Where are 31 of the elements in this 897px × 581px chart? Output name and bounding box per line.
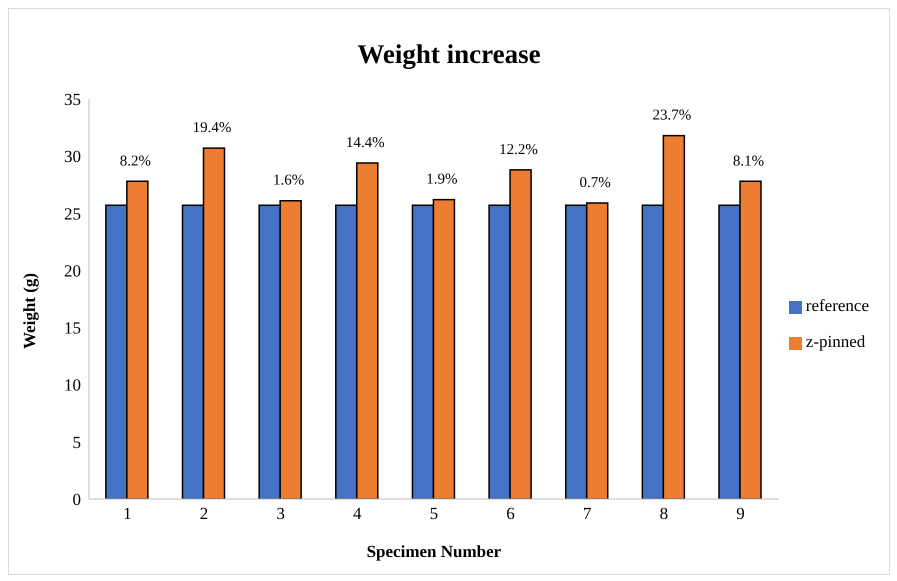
x-tick-label: 8 (660, 504, 668, 524)
y-tick-label: 10 (64, 376, 81, 395)
y-axis-title: Weight (g) (20, 272, 40, 349)
legend-label: z-pinned (806, 332, 866, 351)
annotation: 23.7% (652, 108, 692, 124)
x-tick-label: 9 (736, 504, 745, 524)
y-tick-label: 20 (64, 261, 81, 280)
x-tick-label: 3 (276, 504, 285, 524)
annotation: 12.2% (499, 142, 538, 158)
annotation: 0.7% (580, 175, 611, 191)
x-axis-title: Specimen Number (366, 542, 502, 561)
x-tick-label: 7 (582, 504, 592, 524)
chart-title: Weight increase (356, 38, 542, 71)
x-tick-label: 6 (506, 504, 515, 524)
y-tick-label: 35 (64, 90, 81, 110)
annotation: 1.6% (272, 172, 304, 189)
y-tick-label: 0 (72, 490, 81, 510)
x-tick-label: 4 (353, 504, 362, 524)
legend-label: reference (806, 296, 869, 315)
annotation: 19.4% (192, 120, 232, 136)
y-tick-label: 25 (64, 204, 81, 224)
annotation: 14.4% (346, 135, 385, 151)
annotation: 8.2% (120, 153, 151, 170)
y-tick-label: 15 (64, 318, 81, 338)
annotation: 1.9% (426, 172, 458, 188)
x-tick-label: 2 (200, 504, 208, 524)
y-tick-label: 5 (72, 432, 81, 452)
x-tick-label: 5 (430, 504, 438, 524)
x-tick-label: 1 (123, 504, 132, 524)
y-tick-label: 30 (64, 147, 81, 166)
annotation: 8.1% (732, 153, 764, 170)
